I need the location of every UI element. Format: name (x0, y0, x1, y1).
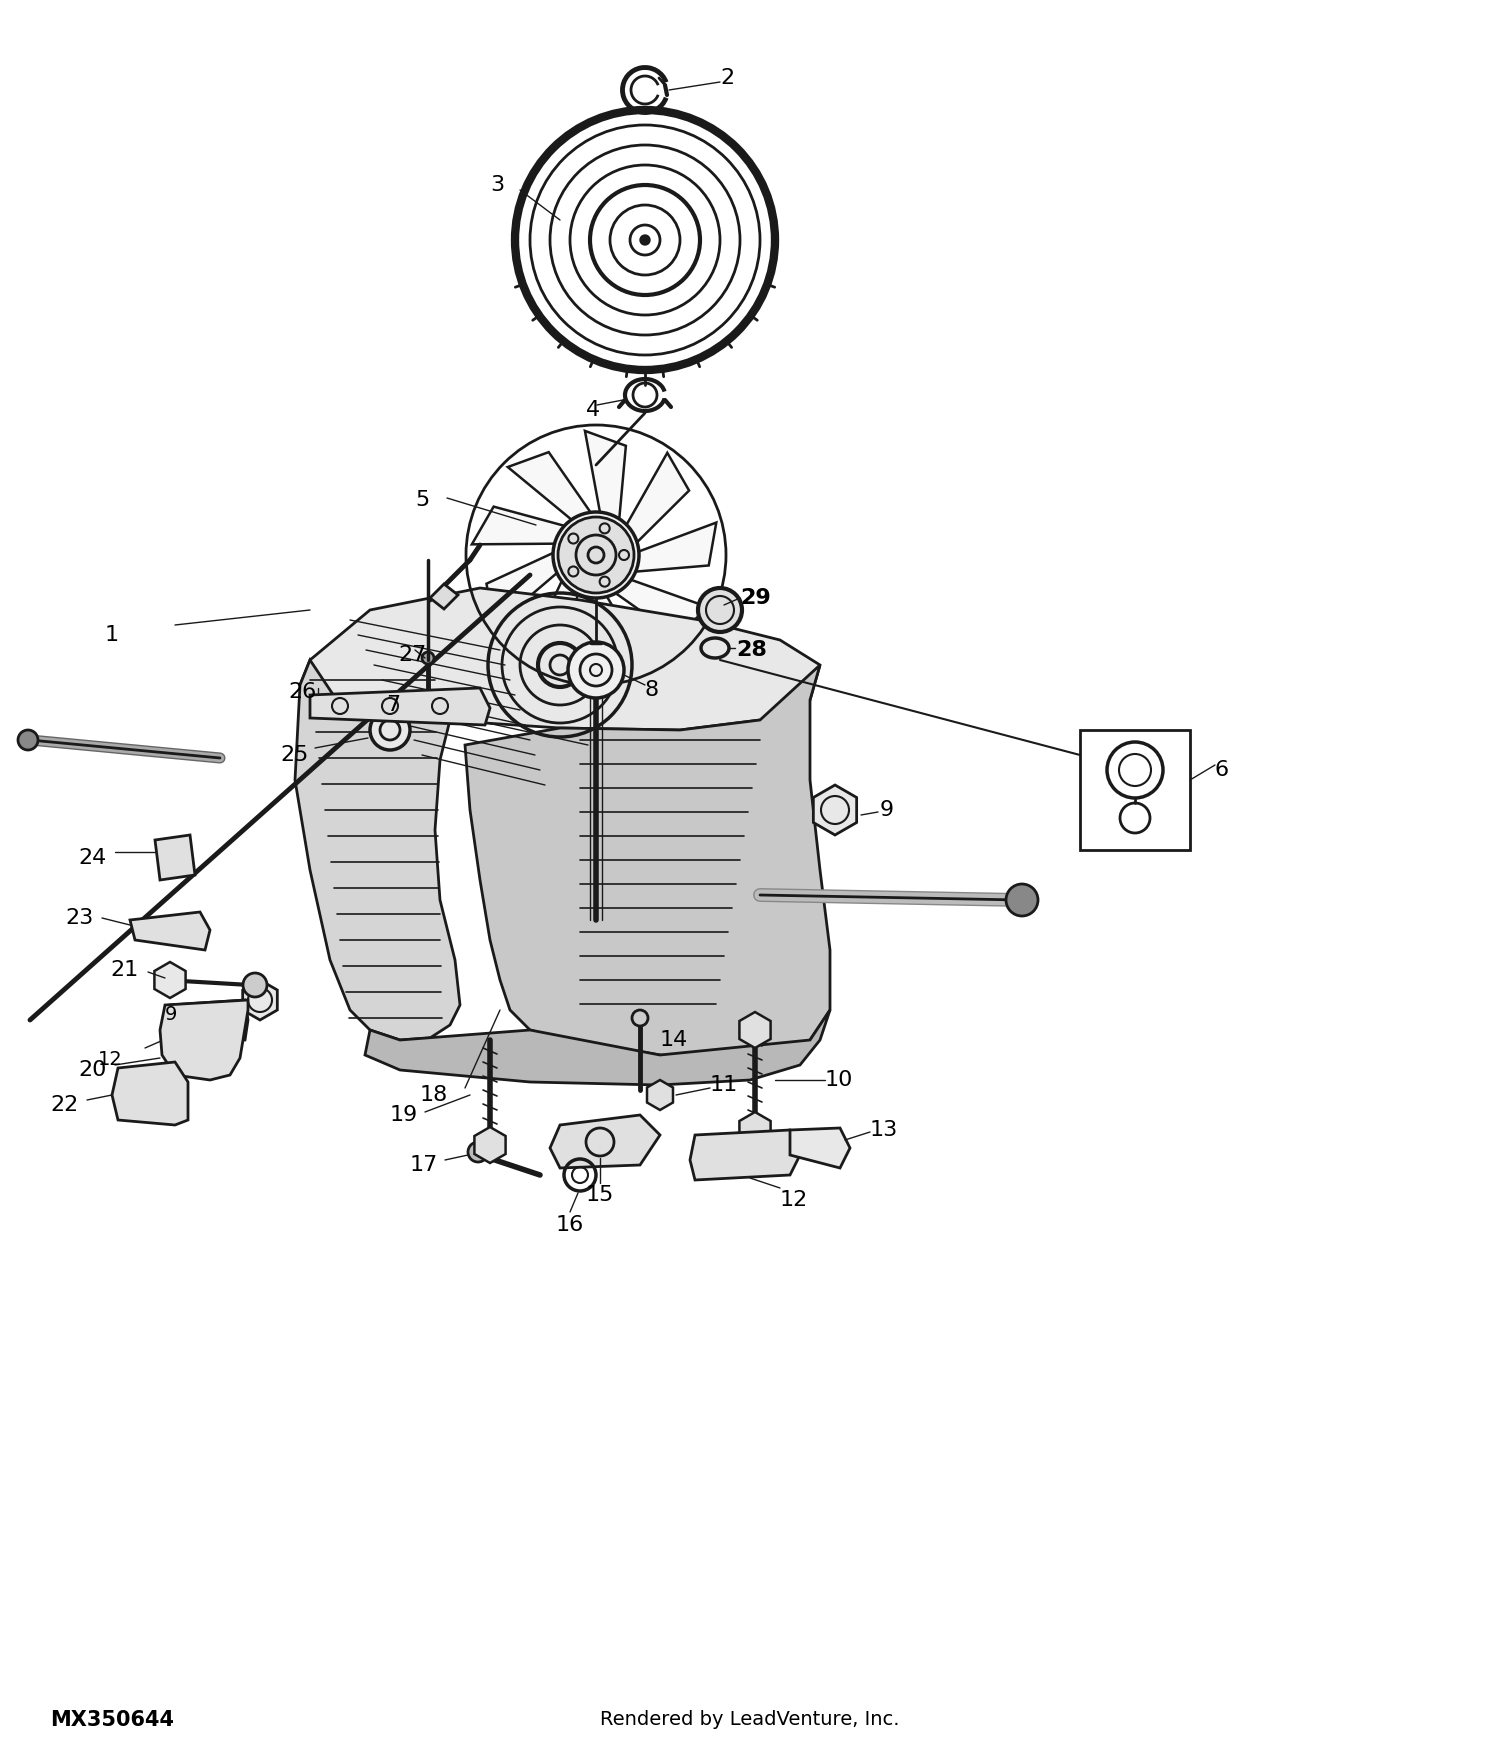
Text: 22: 22 (50, 1096, 78, 1115)
Text: 29: 29 (740, 588, 771, 607)
Polygon shape (586, 595, 650, 668)
Circle shape (568, 642, 624, 698)
Text: 25: 25 (280, 746, 309, 765)
Polygon shape (690, 1130, 800, 1180)
Polygon shape (474, 1127, 506, 1164)
Circle shape (243, 973, 267, 997)
Text: 5: 5 (416, 490, 429, 509)
Polygon shape (507, 452, 591, 522)
Text: 3: 3 (490, 175, 504, 194)
Polygon shape (154, 835, 195, 880)
Text: 1: 1 (105, 625, 118, 646)
Circle shape (698, 588, 742, 632)
Circle shape (422, 653, 434, 663)
Text: 28: 28 (736, 640, 766, 660)
Polygon shape (740, 1111, 771, 1148)
Circle shape (558, 516, 634, 593)
Text: 11: 11 (710, 1074, 738, 1096)
Bar (1080, 730, 1190, 850)
Polygon shape (310, 688, 490, 724)
Text: 27: 27 (398, 646, 426, 665)
Polygon shape (740, 1011, 771, 1048)
Polygon shape (154, 963, 186, 998)
Polygon shape (166, 999, 248, 1045)
Polygon shape (790, 1129, 850, 1167)
Text: 15: 15 (586, 1185, 613, 1206)
Polygon shape (585, 430, 626, 522)
Text: 20: 20 (78, 1060, 106, 1080)
Circle shape (18, 730, 38, 751)
Circle shape (370, 710, 410, 751)
Text: 10: 10 (825, 1069, 854, 1090)
Polygon shape (550, 1115, 660, 1167)
Text: 26: 26 (288, 682, 316, 702)
Ellipse shape (700, 639, 729, 658)
Circle shape (514, 110, 776, 369)
Polygon shape (364, 1010, 830, 1085)
Circle shape (468, 1143, 488, 1162)
Polygon shape (531, 579, 578, 676)
Text: 24: 24 (78, 849, 106, 868)
Polygon shape (626, 453, 688, 544)
Polygon shape (813, 786, 856, 835)
Polygon shape (472, 506, 567, 544)
Polygon shape (646, 1080, 674, 1110)
Polygon shape (296, 660, 460, 1040)
Text: 8: 8 (645, 681, 658, 700)
Text: 12: 12 (780, 1190, 808, 1209)
Polygon shape (243, 980, 278, 1020)
Text: 17: 17 (410, 1155, 438, 1174)
Circle shape (1007, 884, 1038, 915)
Circle shape (632, 1010, 648, 1026)
Polygon shape (112, 1062, 188, 1125)
Circle shape (640, 234, 650, 245)
Text: 9: 9 (165, 1004, 177, 1024)
Text: 12: 12 (98, 1050, 123, 1069)
Text: 7: 7 (386, 695, 400, 716)
Text: 23: 23 (64, 908, 93, 928)
Text: 14: 14 (660, 1031, 688, 1050)
Text: 9: 9 (880, 800, 894, 821)
Polygon shape (300, 588, 820, 730)
Polygon shape (465, 665, 830, 1060)
Text: 6: 6 (1215, 760, 1228, 780)
Text: 4: 4 (586, 401, 600, 420)
Polygon shape (160, 999, 248, 1080)
Polygon shape (130, 912, 210, 950)
Text: 21: 21 (110, 961, 138, 980)
Text: 13: 13 (870, 1120, 898, 1139)
Circle shape (554, 513, 639, 599)
Polygon shape (614, 579, 710, 635)
Polygon shape (682, 600, 754, 751)
Polygon shape (430, 584, 457, 609)
Text: 19: 19 (390, 1104, 418, 1125)
Text: 18: 18 (420, 1085, 448, 1104)
Text: 16: 16 (556, 1214, 584, 1236)
Polygon shape (486, 551, 558, 626)
Polygon shape (633, 523, 717, 572)
Text: Rendered by LeadVenture, Inc.: Rendered by LeadVenture, Inc. (600, 1710, 900, 1729)
Text: 2: 2 (720, 68, 734, 88)
Text: MX350644: MX350644 (50, 1710, 174, 1731)
